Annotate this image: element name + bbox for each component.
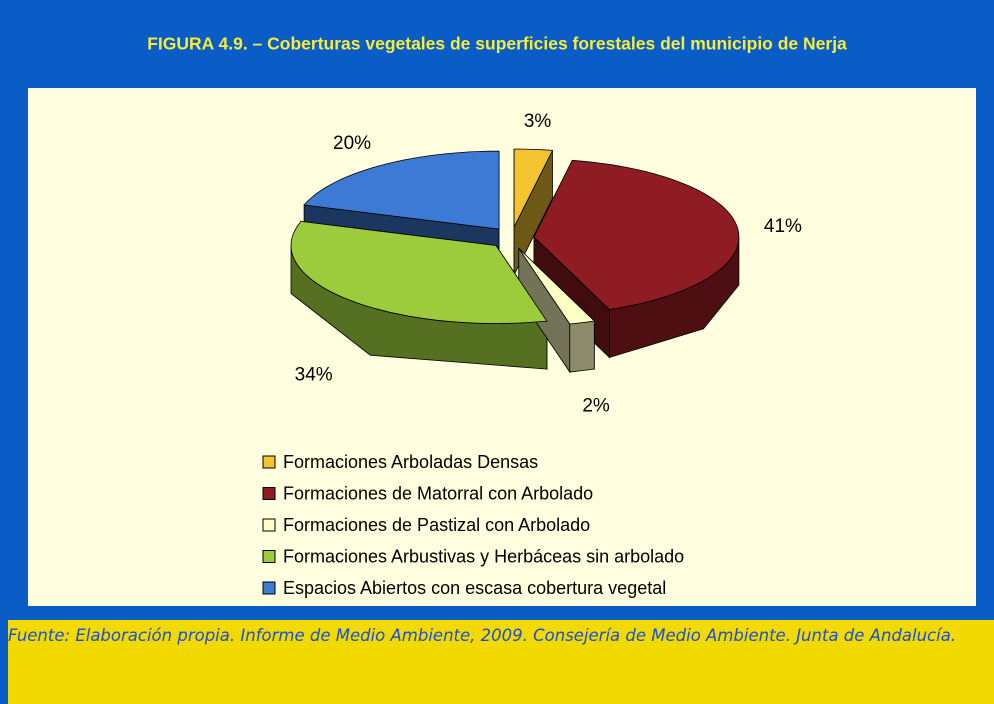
data-label: 34%	[295, 365, 333, 386]
legend-swatch	[262, 487, 276, 500]
legend-label: Formaciones Arboladas Densas	[283, 452, 538, 472]
data-label: 41%	[764, 216, 802, 237]
slice-wall	[569, 320, 595, 373]
source-band: Fuente: Elaboración propia. Informe de M…	[8, 620, 994, 704]
source-text: Fuente: Elaboración propia. Informe de M…	[8, 626, 957, 645]
legend-label: Formaciones Arbustivas y Herbáceas sin a…	[283, 546, 684, 566]
slice-top	[290, 220, 548, 324]
chart: FIGURA 4.9. – Coberturas vegetales de su…	[28, 34, 976, 606]
data-label: 20%	[333, 133, 371, 154]
legend-swatch	[262, 518, 276, 532]
legend-label: Formaciones de Pastizal con Arbolado	[283, 515, 590, 535]
data-label: 3%	[524, 111, 552, 132]
slice-top	[533, 159, 740, 310]
legend-swatch	[262, 455, 276, 469]
slice-top	[303, 150, 500, 230]
legend-label: Espacios Abiertos con escasa cobertura v…	[283, 578, 666, 598]
data-label: 2%	[582, 396, 610, 417]
legend-label: Formaciones de Matorral con Arbolado	[283, 483, 593, 503]
legend-swatch	[262, 550, 276, 563]
chart-title: FIGURA 4.9. – Coberturas vegetales de su…	[147, 34, 847, 54]
slice-top	[513, 148, 554, 228]
slice-top	[518, 248, 596, 325]
legend-swatch	[262, 581, 276, 595]
